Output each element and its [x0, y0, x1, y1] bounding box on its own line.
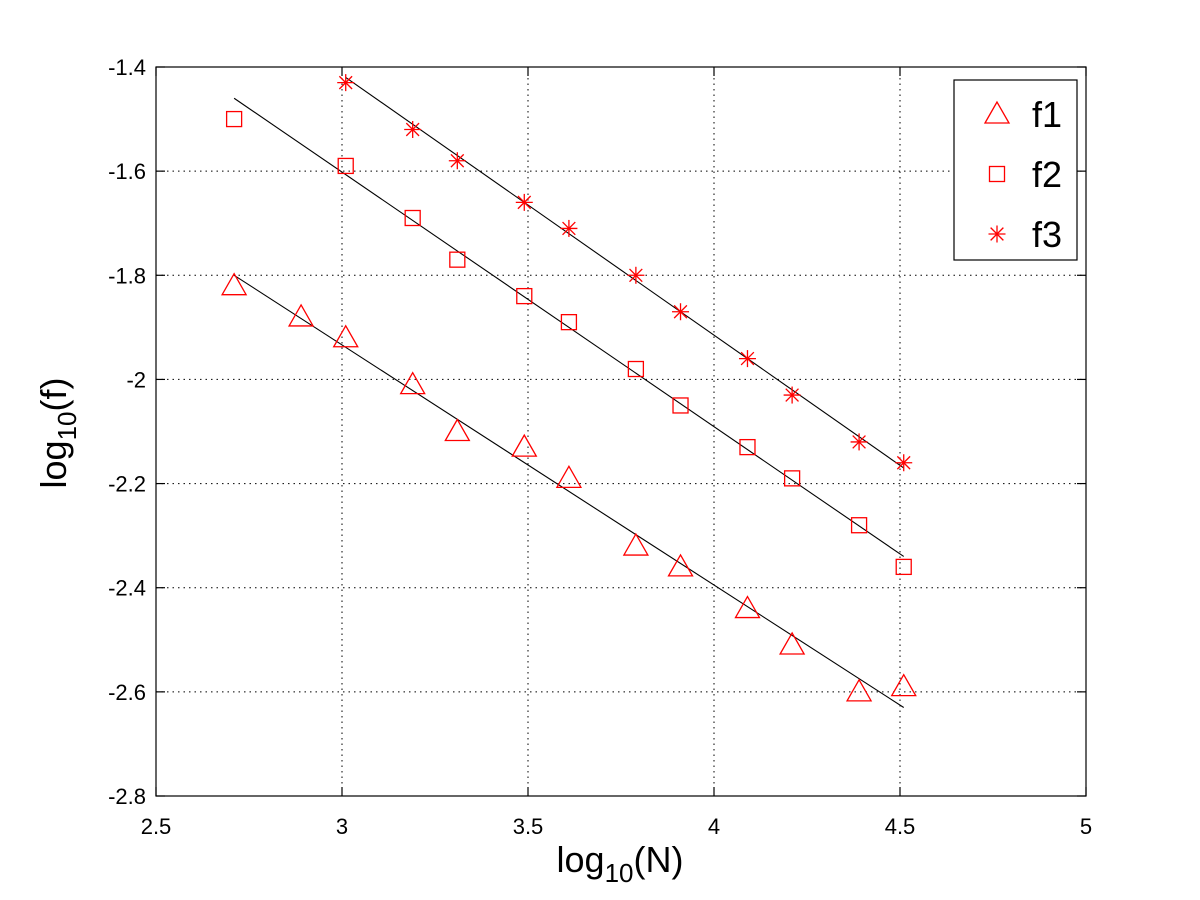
data-point-f2 — [672, 397, 689, 414]
data-point-f1 — [734, 595, 761, 619]
fit-line-f2 — [233, 97, 905, 557]
y-tick-label: -1.4 — [108, 55, 146, 80]
y-tick-label: -1.8 — [108, 263, 146, 288]
data-point-f1 — [287, 303, 315, 327]
y-axis-label: log10(f) — [33, 378, 82, 489]
y-tick-label: -2.2 — [108, 472, 146, 497]
data-point-f3 — [783, 386, 801, 404]
x-tick-label: 4 — [708, 814, 720, 839]
data-point-f1 — [399, 371, 426, 395]
data-point-f2 — [739, 438, 756, 456]
y-tick-label: -2.6 — [108, 680, 146, 705]
tick-labels: 2.5 3 3.5 4 4.5 5 -2.8 -2.6 -2.4 -2.2 -2 -1.8 -1.6 -1… — [108, 55, 1092, 839]
data-point-f1 — [667, 553, 694, 577]
data-point-f2 — [449, 251, 466, 268]
x-axis-label: log10(N) — [557, 839, 684, 888]
data-point-f3 — [895, 454, 913, 472]
data-point-f2 — [895, 558, 912, 576]
legend-label-f1: f1 — [1032, 94, 1062, 135]
data-point-f3 — [738, 350, 756, 368]
data-point-f1 — [332, 324, 359, 348]
data-point-f2 — [627, 360, 645, 378]
axis-ticks — [155, 66, 1087, 797]
y-tick-label: -2.8 — [108, 784, 146, 809]
data-point-f1 — [890, 673, 917, 697]
data-point-f1 — [622, 532, 650, 556]
data-point-f1 — [845, 678, 873, 702]
data-point-f3 — [515, 193, 533, 211]
data-point-f2 — [404, 209, 421, 227]
legend-marker-f1 — [983, 100, 1011, 124]
data-point-f1 — [778, 631, 806, 655]
x-tick-label: 3 — [336, 814, 348, 839]
data-point-f3 — [448, 152, 466, 170]
data-point-f1 — [220, 272, 248, 296]
data-point-f2 — [516, 287, 533, 305]
x-tick-label: 3.5 — [513, 814, 544, 839]
x-tick-label: 5 — [1080, 814, 1092, 839]
data-point-f2 — [850, 517, 868, 534]
data-point-f3 — [560, 219, 578, 237]
data-point-f1 — [444, 418, 471, 442]
grid-lines — [156, 67, 1086, 796]
legend-box — [953, 79, 1078, 261]
x-tick-label: 2.5 — [141, 814, 172, 839]
data-markers — [220, 74, 917, 702]
data-point-f3 — [850, 433, 868, 451]
fit-line-f3 — [345, 76, 905, 469]
x-tick-label: 4.5 — [885, 814, 916, 839]
legend-marker-f3 — [988, 225, 1006, 243]
data-point-f3 — [337, 74, 355, 92]
data-point-f2 — [783, 470, 801, 487]
data-point-f2 — [225, 110, 243, 128]
data-point-f3 — [672, 303, 690, 321]
legend-label-f2: f2 — [1032, 154, 1062, 195]
plot-frame — [155, 66, 1087, 797]
legend: f1 f2 f3 — [953, 79, 1078, 261]
data-point-f3 — [627, 266, 645, 284]
data-point-f2 — [337, 157, 354, 175]
y-tick-label: -2 — [126, 367, 146, 392]
legend-marker-f2 — [988, 165, 1006, 183]
data-point-f1 — [511, 433, 538, 457]
data-point-f2 — [560, 313, 578, 331]
data-point-f3 — [404, 120, 422, 138]
y-tick-label: -2.4 — [108, 576, 146, 601]
legend-label-f3: f3 — [1032, 214, 1062, 255]
data-point-f1 — [555, 465, 583, 489]
y-tick-label: -1.6 — [108, 159, 146, 184]
